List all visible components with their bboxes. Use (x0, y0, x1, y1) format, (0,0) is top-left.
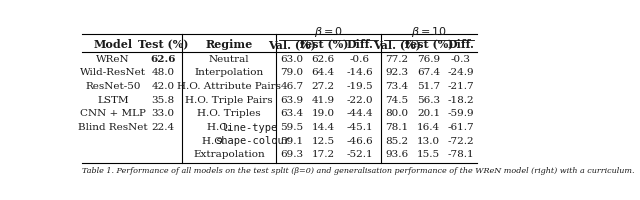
Text: 14.4: 14.4 (312, 123, 335, 132)
Text: Neutral: Neutral (209, 55, 250, 64)
Text: 20.1: 20.1 (417, 109, 440, 118)
Text: 85.2: 85.2 (385, 137, 408, 146)
Text: Val. (%): Val. (%) (268, 39, 316, 50)
Text: 64.4: 64.4 (312, 68, 335, 77)
Text: 63.0: 63.0 (280, 55, 303, 64)
Text: 67.4: 67.4 (417, 68, 440, 77)
Text: 33.0: 33.0 (152, 109, 175, 118)
Text: LSTM: LSTM (97, 96, 129, 105)
Text: -0.3: -0.3 (451, 55, 470, 64)
Text: 27.2: 27.2 (312, 82, 335, 91)
Text: 59.5: 59.5 (280, 123, 303, 132)
Text: 78.1: 78.1 (385, 123, 408, 132)
Text: $\beta = 0$: $\beta = 0$ (314, 25, 343, 39)
Text: 19.0: 19.0 (312, 109, 335, 118)
Text: 69.3: 69.3 (280, 150, 303, 159)
Text: -14.6: -14.6 (346, 68, 373, 77)
Text: 80.0: 80.0 (385, 109, 408, 118)
Text: 77.2: 77.2 (385, 55, 408, 64)
Text: 59.1: 59.1 (280, 137, 303, 146)
Text: H.O. Triple Pairs: H.O. Triple Pairs (186, 96, 273, 105)
Text: WReN: WReN (96, 55, 130, 64)
Text: 79.0: 79.0 (280, 68, 303, 77)
Text: -45.1: -45.1 (346, 123, 373, 132)
Text: 46.7: 46.7 (280, 82, 303, 91)
Text: Diff.: Diff. (346, 39, 373, 50)
Text: Val. (%): Val. (%) (373, 39, 421, 50)
Text: line-type: line-type (221, 123, 277, 133)
Text: 42.0: 42.0 (152, 82, 175, 91)
Text: -18.2: -18.2 (447, 96, 474, 105)
Text: -19.5: -19.5 (346, 82, 373, 91)
Text: 16.4: 16.4 (417, 123, 440, 132)
Text: -72.2: -72.2 (447, 137, 474, 146)
Text: Interpolation: Interpolation (195, 68, 264, 77)
Text: -0.6: -0.6 (349, 55, 370, 64)
Text: Test (%): Test (%) (403, 39, 454, 50)
Text: -78.1: -78.1 (447, 150, 474, 159)
Text: Model: Model (93, 39, 132, 50)
Text: 35.8: 35.8 (152, 96, 175, 105)
Text: 76.9: 76.9 (417, 55, 440, 64)
Text: 13.0: 13.0 (417, 137, 440, 146)
Text: -44.4: -44.4 (346, 109, 373, 118)
Text: Wild-ResNet: Wild-ResNet (80, 68, 146, 77)
Text: 63.4: 63.4 (280, 109, 303, 118)
Text: -59.9: -59.9 (447, 109, 474, 118)
Text: $\beta = 10$: $\beta = 10$ (411, 25, 447, 39)
Text: -21.7: -21.7 (447, 82, 474, 91)
Text: 92.3: 92.3 (385, 68, 408, 77)
Text: 41.9: 41.9 (312, 96, 335, 105)
Text: 17.2: 17.2 (312, 150, 335, 159)
Text: 56.3: 56.3 (417, 96, 440, 105)
Text: 48.0: 48.0 (152, 68, 175, 77)
Text: Test (%): Test (%) (298, 39, 348, 50)
Text: 62.6: 62.6 (312, 55, 335, 64)
Text: 51.7: 51.7 (417, 82, 440, 91)
Text: 22.4: 22.4 (152, 123, 175, 132)
Text: Table 1. Performance of all models on the test split (β=0) and generalisation pe: Table 1. Performance of all models on th… (83, 167, 635, 175)
Text: Extrapolation: Extrapolation (193, 150, 265, 159)
Text: 15.5: 15.5 (417, 150, 440, 159)
Text: -22.0: -22.0 (346, 96, 373, 105)
Text: 62.6: 62.6 (150, 55, 176, 64)
Text: CNN + MLP: CNN + MLP (80, 109, 146, 118)
Text: 73.4: 73.4 (385, 82, 408, 91)
Text: -24.9: -24.9 (447, 68, 474, 77)
Text: ResNet-50: ResNet-50 (85, 82, 141, 91)
Text: 93.6: 93.6 (385, 150, 408, 159)
Text: Diff.: Diff. (447, 39, 474, 50)
Text: -52.1: -52.1 (346, 150, 373, 159)
Text: 63.9: 63.9 (280, 96, 303, 105)
Text: Regime: Regime (205, 39, 253, 50)
Text: -46.6: -46.6 (346, 137, 373, 146)
Text: 12.5: 12.5 (312, 137, 335, 146)
Text: shape-colour: shape-colour (216, 136, 291, 146)
Text: 74.5: 74.5 (385, 96, 408, 105)
Text: -61.7: -61.7 (447, 123, 474, 132)
Text: Test (%): Test (%) (138, 39, 188, 50)
Text: H.O. Triples: H.O. Triples (198, 109, 261, 118)
Text: Blind ResNet: Blind ResNet (78, 123, 148, 132)
Text: H.O.: H.O. (202, 137, 229, 146)
Text: H.O. Attribute Pairs: H.O. Attribute Pairs (177, 82, 282, 91)
Text: H.O.: H.O. (207, 123, 234, 132)
